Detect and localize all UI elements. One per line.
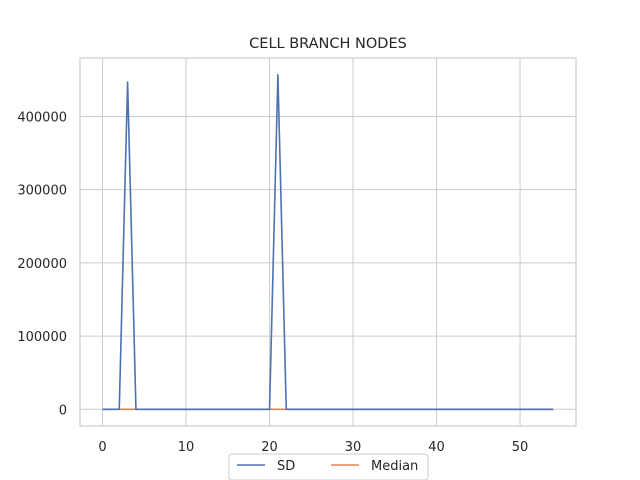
y-tick-label: 200000	[17, 257, 67, 272]
legend-label-sd: SD	[277, 459, 295, 474]
grid	[80, 58, 576, 426]
legend-label-median: Median	[371, 459, 418, 474]
tick-labels: 0 10 20 30 40 50 0 100000 200000 300000 400000	[17, 110, 528, 455]
series-line-sd	[102, 73, 554, 411]
series-layer	[102, 73, 554, 411]
plot-frame	[79, 57, 577, 427]
x-tick-label: 40	[428, 440, 445, 455]
legend-box	[228, 453, 429, 480]
y-tick-label: 300000	[17, 184, 67, 199]
y-tick-label: 100000	[17, 330, 67, 345]
chart-title: CELL BRANCH NODES	[249, 36, 407, 52]
y-tick-label: 0	[59, 403, 67, 418]
x-tick-label: 0	[98, 440, 106, 455]
x-tick-label: 10	[178, 440, 195, 455]
legend: SD Median	[228, 453, 429, 480]
y-tick-label: 400000	[17, 110, 67, 125]
x-tick-label: 30	[345, 440, 362, 455]
x-tick-label: 20	[261, 440, 278, 455]
x-tick-label: 50	[512, 440, 529, 455]
